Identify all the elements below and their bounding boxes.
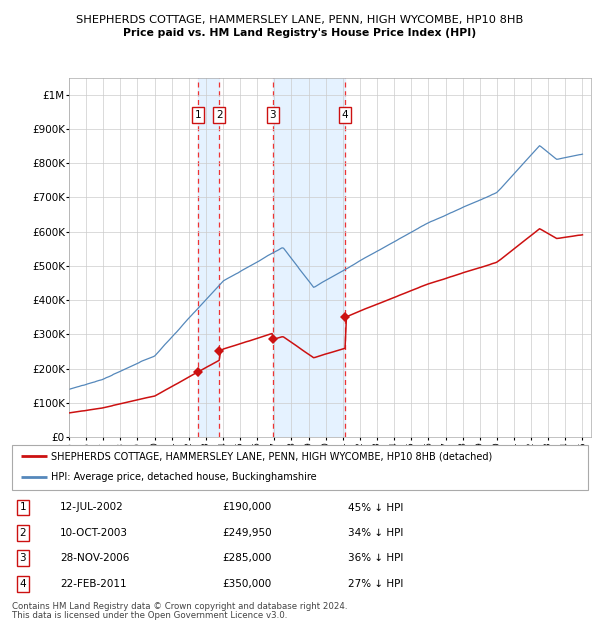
- Text: 4: 4: [342, 110, 349, 120]
- Text: 34% ↓ HPI: 34% ↓ HPI: [348, 528, 403, 538]
- Text: 45% ↓ HPI: 45% ↓ HPI: [348, 502, 403, 513]
- FancyBboxPatch shape: [12, 445, 588, 490]
- Text: £350,000: £350,000: [222, 578, 271, 589]
- Text: £190,000: £190,000: [222, 502, 271, 513]
- Text: 1: 1: [194, 110, 201, 120]
- Text: 10-OCT-2003: 10-OCT-2003: [60, 528, 128, 538]
- Text: 12-JUL-2002: 12-JUL-2002: [60, 502, 124, 513]
- Bar: [273, 78, 345, 437]
- Text: Contains HM Land Registry data © Crown copyright and database right 2024.: Contains HM Land Registry data © Crown c…: [12, 602, 347, 611]
- Text: 2: 2: [19, 528, 26, 538]
- Text: 4: 4: [19, 578, 26, 589]
- Text: 22-FEB-2011: 22-FEB-2011: [60, 578, 127, 589]
- Bar: [198, 78, 219, 437]
- Text: Price paid vs. HM Land Registry's House Price Index (HPI): Price paid vs. HM Land Registry's House …: [124, 28, 476, 38]
- Text: 27% ↓ HPI: 27% ↓ HPI: [348, 578, 403, 589]
- Text: SHEPHERDS COTTAGE, HAMMERSLEY LANE, PENN, HIGH WYCOMBE, HP10 8HB (detached): SHEPHERDS COTTAGE, HAMMERSLEY LANE, PENN…: [51, 451, 493, 461]
- Text: £285,000: £285,000: [222, 553, 271, 564]
- Text: 1: 1: [19, 502, 26, 513]
- Text: HPI: Average price, detached house, Buckinghamshire: HPI: Average price, detached house, Buck…: [51, 472, 317, 482]
- Text: 28-NOV-2006: 28-NOV-2006: [60, 553, 130, 564]
- Text: SHEPHERDS COTTAGE, HAMMERSLEY LANE, PENN, HIGH WYCOMBE, HP10 8HB: SHEPHERDS COTTAGE, HAMMERSLEY LANE, PENN…: [76, 16, 524, 25]
- Text: £249,950: £249,950: [222, 528, 272, 538]
- Text: This data is licensed under the Open Government Licence v3.0.: This data is licensed under the Open Gov…: [12, 611, 287, 619]
- Text: 3: 3: [19, 553, 26, 564]
- Text: 2: 2: [216, 110, 223, 120]
- Text: 36% ↓ HPI: 36% ↓ HPI: [348, 553, 403, 564]
- Text: 3: 3: [269, 110, 276, 120]
